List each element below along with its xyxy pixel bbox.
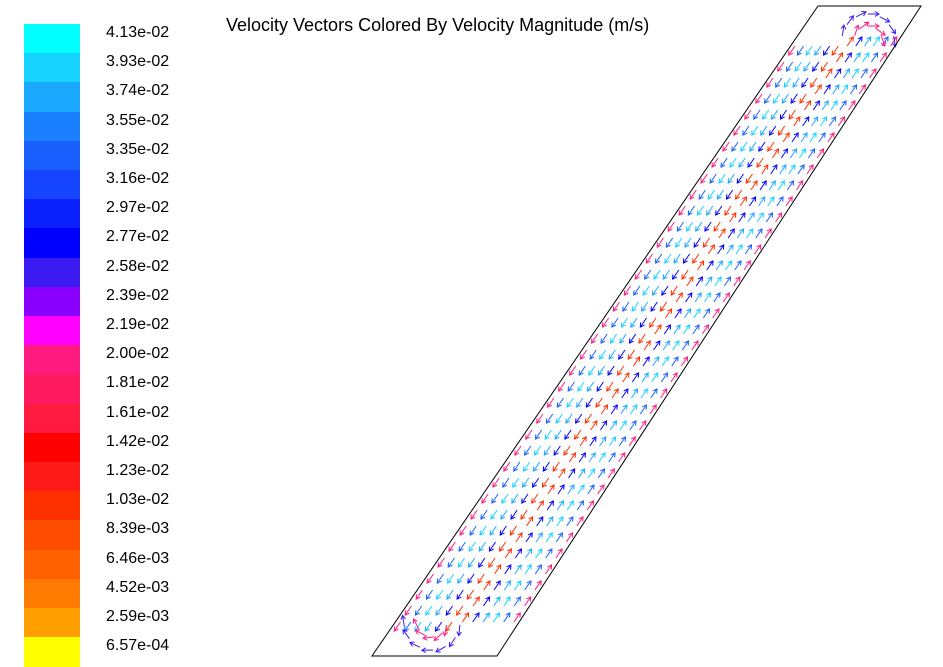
velocity-vectors [394, 12, 897, 653]
